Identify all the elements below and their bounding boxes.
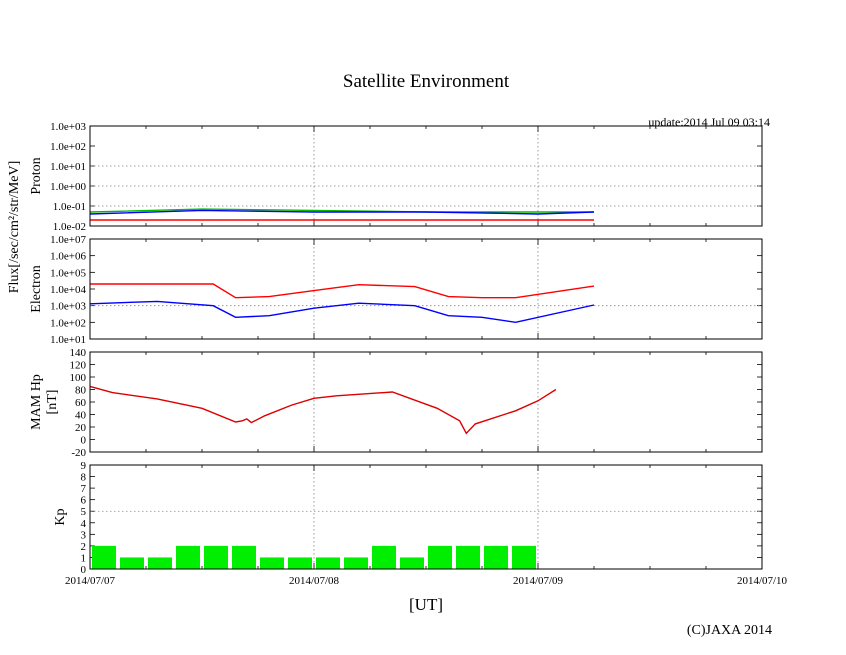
kp-bar [316, 557, 340, 569]
kp-bar [232, 545, 256, 569]
x-tick-label: 2014/07/10 [737, 575, 788, 587]
kp-bar [512, 545, 536, 569]
y-tick-label: 140 [70, 347, 87, 359]
y-tick-label: 1 [81, 552, 87, 564]
y-tick-label: 8 [81, 472, 87, 484]
y-tick-label: 20 [75, 422, 87, 434]
x-axis: 2014/07/07 2014/07/08 2014/07/09 2014/07/10 [65, 575, 788, 587]
electron-series-1 [89, 300, 595, 324]
kp-bar [92, 545, 116, 569]
y-tick-label: 4 [81, 518, 87, 530]
panel-proton: 1.0e-02 1.0e-01 1.0e+00 1.0e+01 1.0e+02 1.0e+… [29, 121, 763, 233]
y-tick-label: 1.0e+05 [50, 267, 86, 279]
y-tick-label: 1.0e-02 [53, 221, 86, 233]
y-tick-label: 2 [81, 541, 87, 553]
y-tick-label: 1.0e+04 [50, 284, 86, 296]
y-tick-label: 100 [70, 372, 87, 384]
y-tick-label: -20 [71, 447, 86, 459]
panel-frame [89, 464, 763, 570]
y-axis-label: Proton [29, 157, 44, 194]
y-axis-label: MAM Hp [29, 374, 44, 430]
kp-bar [148, 557, 172, 569]
y-axis-label: Electron [29, 265, 44, 312]
proton-series-2 [89, 209, 595, 215]
kp-bar [176, 545, 200, 569]
electron-series-0 [90, 283, 595, 299]
y-tick-label: 1.0e+07 [50, 234, 86, 246]
kp-bar [428, 545, 452, 569]
y-tick-label: 7 [81, 483, 87, 495]
panel-frame [89, 351, 763, 453]
x-axis-label: [UT] [409, 595, 443, 614]
y-tick-label: 9 [81, 460, 87, 472]
y-tick-label: 40 [75, 410, 87, 422]
y-tick-label: 0 [81, 435, 87, 447]
y-tick-label: 6 [81, 495, 87, 507]
y-tick-label: 120 [70, 360, 87, 372]
x-tick-label: 2014/07/07 [65, 575, 116, 587]
y-tick-label: 5 [81, 506, 87, 518]
credit-label: (C)JAXA 2014 [687, 623, 772, 638]
y-axis-label: Kp [53, 508, 68, 525]
y-tick-label: 1.0e+01 [50, 161, 86, 173]
panel-frame [89, 125, 763, 227]
kp-bar [400, 557, 424, 569]
y-tick-label: 3 [81, 529, 87, 541]
proton-series-1 [89, 208, 594, 213]
kp-bar [456, 545, 480, 569]
y-tick-label: 1.0e+02 [50, 317, 86, 329]
kp-bar [120, 557, 144, 569]
y-tick-label: 1.0e+02 [50, 141, 86, 153]
x-tick-label: 2014/07/08 [289, 575, 340, 587]
y-tick-label: 1.0e+03 [50, 121, 86, 133]
flux-y-label: Flux[/sec/cm²/str/MeV] [7, 161, 22, 294]
y-axis-label-unit: [nT] [45, 390, 60, 415]
kp-bar [204, 545, 228, 569]
y-tick-label: 1.0e+01 [50, 334, 86, 346]
x-tick-label: 2014/07/09 [513, 575, 564, 587]
kp-bar [260, 557, 284, 569]
panel-frame [89, 238, 763, 340]
update-label: update:2014 Jul 09 03:14 [648, 115, 770, 129]
y-tick-label: 60 [75, 397, 87, 409]
y-tick-label: 1.0e+06 [50, 251, 86, 263]
y-tick-label: 1.0e+03 [50, 301, 86, 313]
kp-bar [372, 545, 396, 569]
kp-bar [288, 557, 312, 569]
kp-bar [344, 557, 368, 569]
y-tick-label: 80 [75, 385, 87, 397]
panel-electron: 1.0e+01 1.0e+02 1.0e+03 1.0e+04 1.0e+05 1.0e+… [29, 234, 763, 346]
mam-series-0 [89, 385, 557, 435]
y-tick-label: 1.0e+00 [50, 181, 86, 193]
panels-group: 1.0e-021.0e-011.0e+001.0e+011.0e+021.0e+… [29, 121, 763, 576]
kp-bar [484, 545, 508, 569]
y-tick-label: 0 [81, 564, 87, 576]
y-tick-label: 1.0e-01 [53, 201, 86, 213]
chart-title: Satellite Environment [343, 71, 510, 92]
